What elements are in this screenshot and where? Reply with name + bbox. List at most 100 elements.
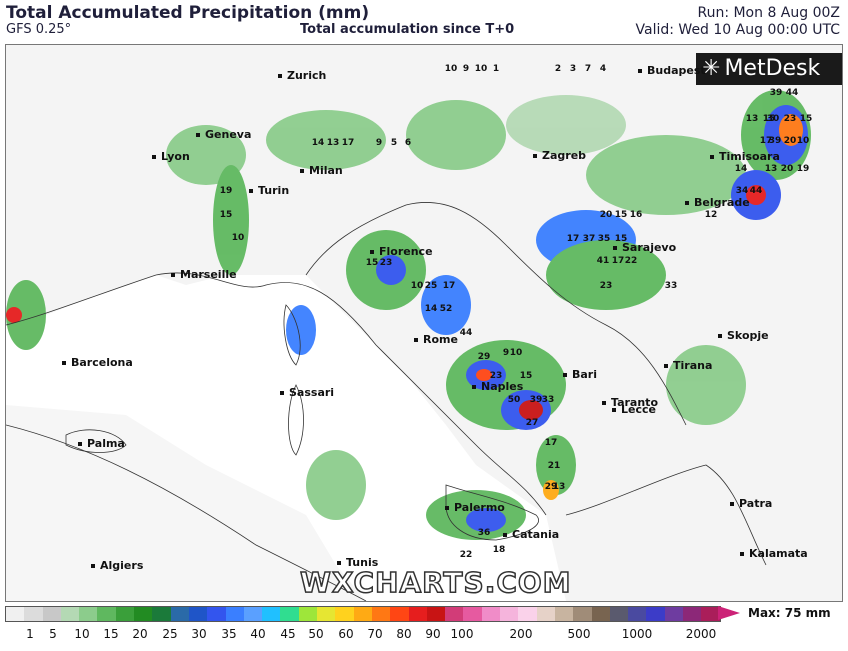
precip-value-label: 22 bbox=[625, 256, 638, 266]
city-rome: Rome bbox=[414, 333, 458, 346]
city-sarajevo: Sarajevo bbox=[613, 241, 676, 254]
city-algiers: Algiers bbox=[91, 559, 143, 572]
legend-swatch bbox=[628, 607, 647, 621]
legend-tick-label: 2000 bbox=[685, 627, 717, 641]
legend-swatch bbox=[6, 607, 25, 621]
precip-value-label: 20 bbox=[784, 136, 797, 146]
legend-arrow-icon bbox=[718, 606, 740, 620]
precip-value-label: 18 bbox=[493, 545, 506, 555]
max-value: Max: 75 mm bbox=[748, 606, 831, 620]
city-geneva: Geneva bbox=[196, 128, 251, 141]
legend-tick-label: 60 bbox=[338, 627, 354, 641]
precip-value-label: 15 bbox=[220, 210, 233, 220]
legend-swatch bbox=[682, 607, 702, 621]
precip-value-label: 13 bbox=[765, 164, 778, 174]
model-label: GFS 0.25° bbox=[6, 22, 72, 37]
legend-swatch bbox=[335, 607, 354, 621]
legend-swatch bbox=[481, 607, 501, 621]
precip-value-label: 36 bbox=[478, 528, 491, 538]
city-barcelona: Barcelona bbox=[62, 356, 133, 369]
metdesk-logo: ✳ MetDesk bbox=[696, 53, 842, 85]
precip-value-label: 20 bbox=[781, 164, 794, 174]
precip-value-label: 19 bbox=[797, 164, 810, 174]
city-turin: Turin bbox=[249, 184, 289, 197]
legend-tick-label: 1000 bbox=[621, 627, 653, 641]
precip-value-label: 22 bbox=[460, 550, 473, 560]
precip-value-label: 12 bbox=[705, 210, 718, 220]
precip-value-label: 9 bbox=[503, 348, 509, 358]
legend-swatch bbox=[317, 607, 336, 621]
legend-swatch bbox=[591, 607, 610, 621]
legend-swatch bbox=[24, 607, 43, 621]
legend-swatch bbox=[42, 607, 61, 621]
legend-swatch bbox=[426, 607, 446, 621]
city-timisoara: Timisoara bbox=[710, 150, 780, 163]
precip-value-label: 10 bbox=[797, 136, 810, 146]
precip-value-label: 16 bbox=[630, 210, 643, 220]
legend-swatch bbox=[243, 607, 263, 621]
legend-swatch bbox=[134, 607, 153, 621]
star-icon: ✳ bbox=[702, 56, 721, 81]
legend-tick-label: 45 bbox=[280, 627, 296, 641]
city-lyon: Lyon bbox=[152, 150, 190, 163]
legend-swatch bbox=[609, 607, 629, 621]
precip-value-label: 10 bbox=[475, 64, 488, 74]
precip-value-label: 33 bbox=[665, 281, 678, 291]
legend-tick-label: 40 bbox=[250, 627, 266, 641]
legend-swatch bbox=[353, 607, 372, 621]
city-tirana: Tirana bbox=[664, 359, 712, 372]
legend-swatch bbox=[262, 607, 281, 621]
legend-swatch bbox=[646, 607, 665, 621]
city-florence: Florence bbox=[370, 245, 433, 258]
precip-value-label: 23 bbox=[784, 114, 797, 124]
precip-value-label: 15 bbox=[520, 371, 533, 381]
legend-swatch bbox=[79, 607, 98, 621]
precip-value-label: 23 bbox=[380, 258, 393, 268]
city-skopje: Skopje bbox=[718, 329, 769, 342]
legend-swatch bbox=[152, 607, 171, 621]
precip-value-label: 17 bbox=[443, 281, 456, 291]
precip-value-label: 39 bbox=[769, 136, 782, 146]
legend-swatch bbox=[97, 607, 116, 621]
precip-value-label: 20 bbox=[600, 210, 613, 220]
precip-value-label: 13 bbox=[327, 138, 340, 148]
legend-tick-label: 35 bbox=[221, 627, 237, 641]
precip-value-label: 52 bbox=[440, 304, 453, 314]
precip-value-label: 2 bbox=[555, 64, 561, 74]
city-naples: Naples bbox=[472, 380, 523, 393]
legend-swatch bbox=[298, 607, 318, 621]
wxcharts-watermark: WXCHARTS.COM bbox=[299, 565, 572, 600]
precip-value-label: 13 bbox=[553, 482, 566, 492]
legend-color-bar bbox=[5, 606, 721, 622]
legend-swatch bbox=[554, 607, 574, 621]
precip-value-label: 34 bbox=[736, 186, 749, 196]
precip-value-label: 29 bbox=[478, 352, 491, 362]
precip-value-label: 37 bbox=[583, 234, 596, 244]
precip-value-label: 5 bbox=[391, 138, 397, 148]
legend-swatch bbox=[536, 607, 555, 621]
precip-value-label: 17 bbox=[342, 138, 355, 148]
precip-value-label: 44 bbox=[460, 328, 473, 338]
precip-value-label: 15 bbox=[615, 210, 628, 220]
legend-swatch bbox=[225, 607, 244, 621]
precip-value-label: 33 bbox=[542, 395, 555, 405]
precip-value-label: 27 bbox=[526, 418, 539, 428]
legend-tick-label: 50 bbox=[308, 627, 324, 641]
city-zagreb: Zagreb bbox=[533, 149, 586, 162]
precip-value-label: 30 bbox=[767, 114, 780, 124]
legend-swatch bbox=[371, 607, 391, 621]
precip-value-label: 17 bbox=[612, 256, 625, 266]
city-budapest: Budapest bbox=[638, 64, 706, 77]
precip-value-label: 10 bbox=[510, 348, 523, 358]
chart-title: Total Accumulated Precipitation (mm) bbox=[6, 3, 370, 23]
legend-tick-label: 15 bbox=[103, 627, 119, 641]
precip-value-label: 10 bbox=[445, 64, 458, 74]
precip-value-label: 14 bbox=[425, 304, 438, 314]
precip-value-label: 15 bbox=[763, 114, 776, 124]
city-catania: Catania bbox=[503, 528, 559, 541]
precip-value-label: 17 bbox=[567, 234, 580, 244]
precip-value-label: 7 bbox=[585, 64, 591, 74]
legend-tick-label: 10 bbox=[74, 627, 90, 641]
precip-value-label: 19 bbox=[220, 186, 233, 196]
precip-value-label: 15 bbox=[800, 114, 813, 124]
